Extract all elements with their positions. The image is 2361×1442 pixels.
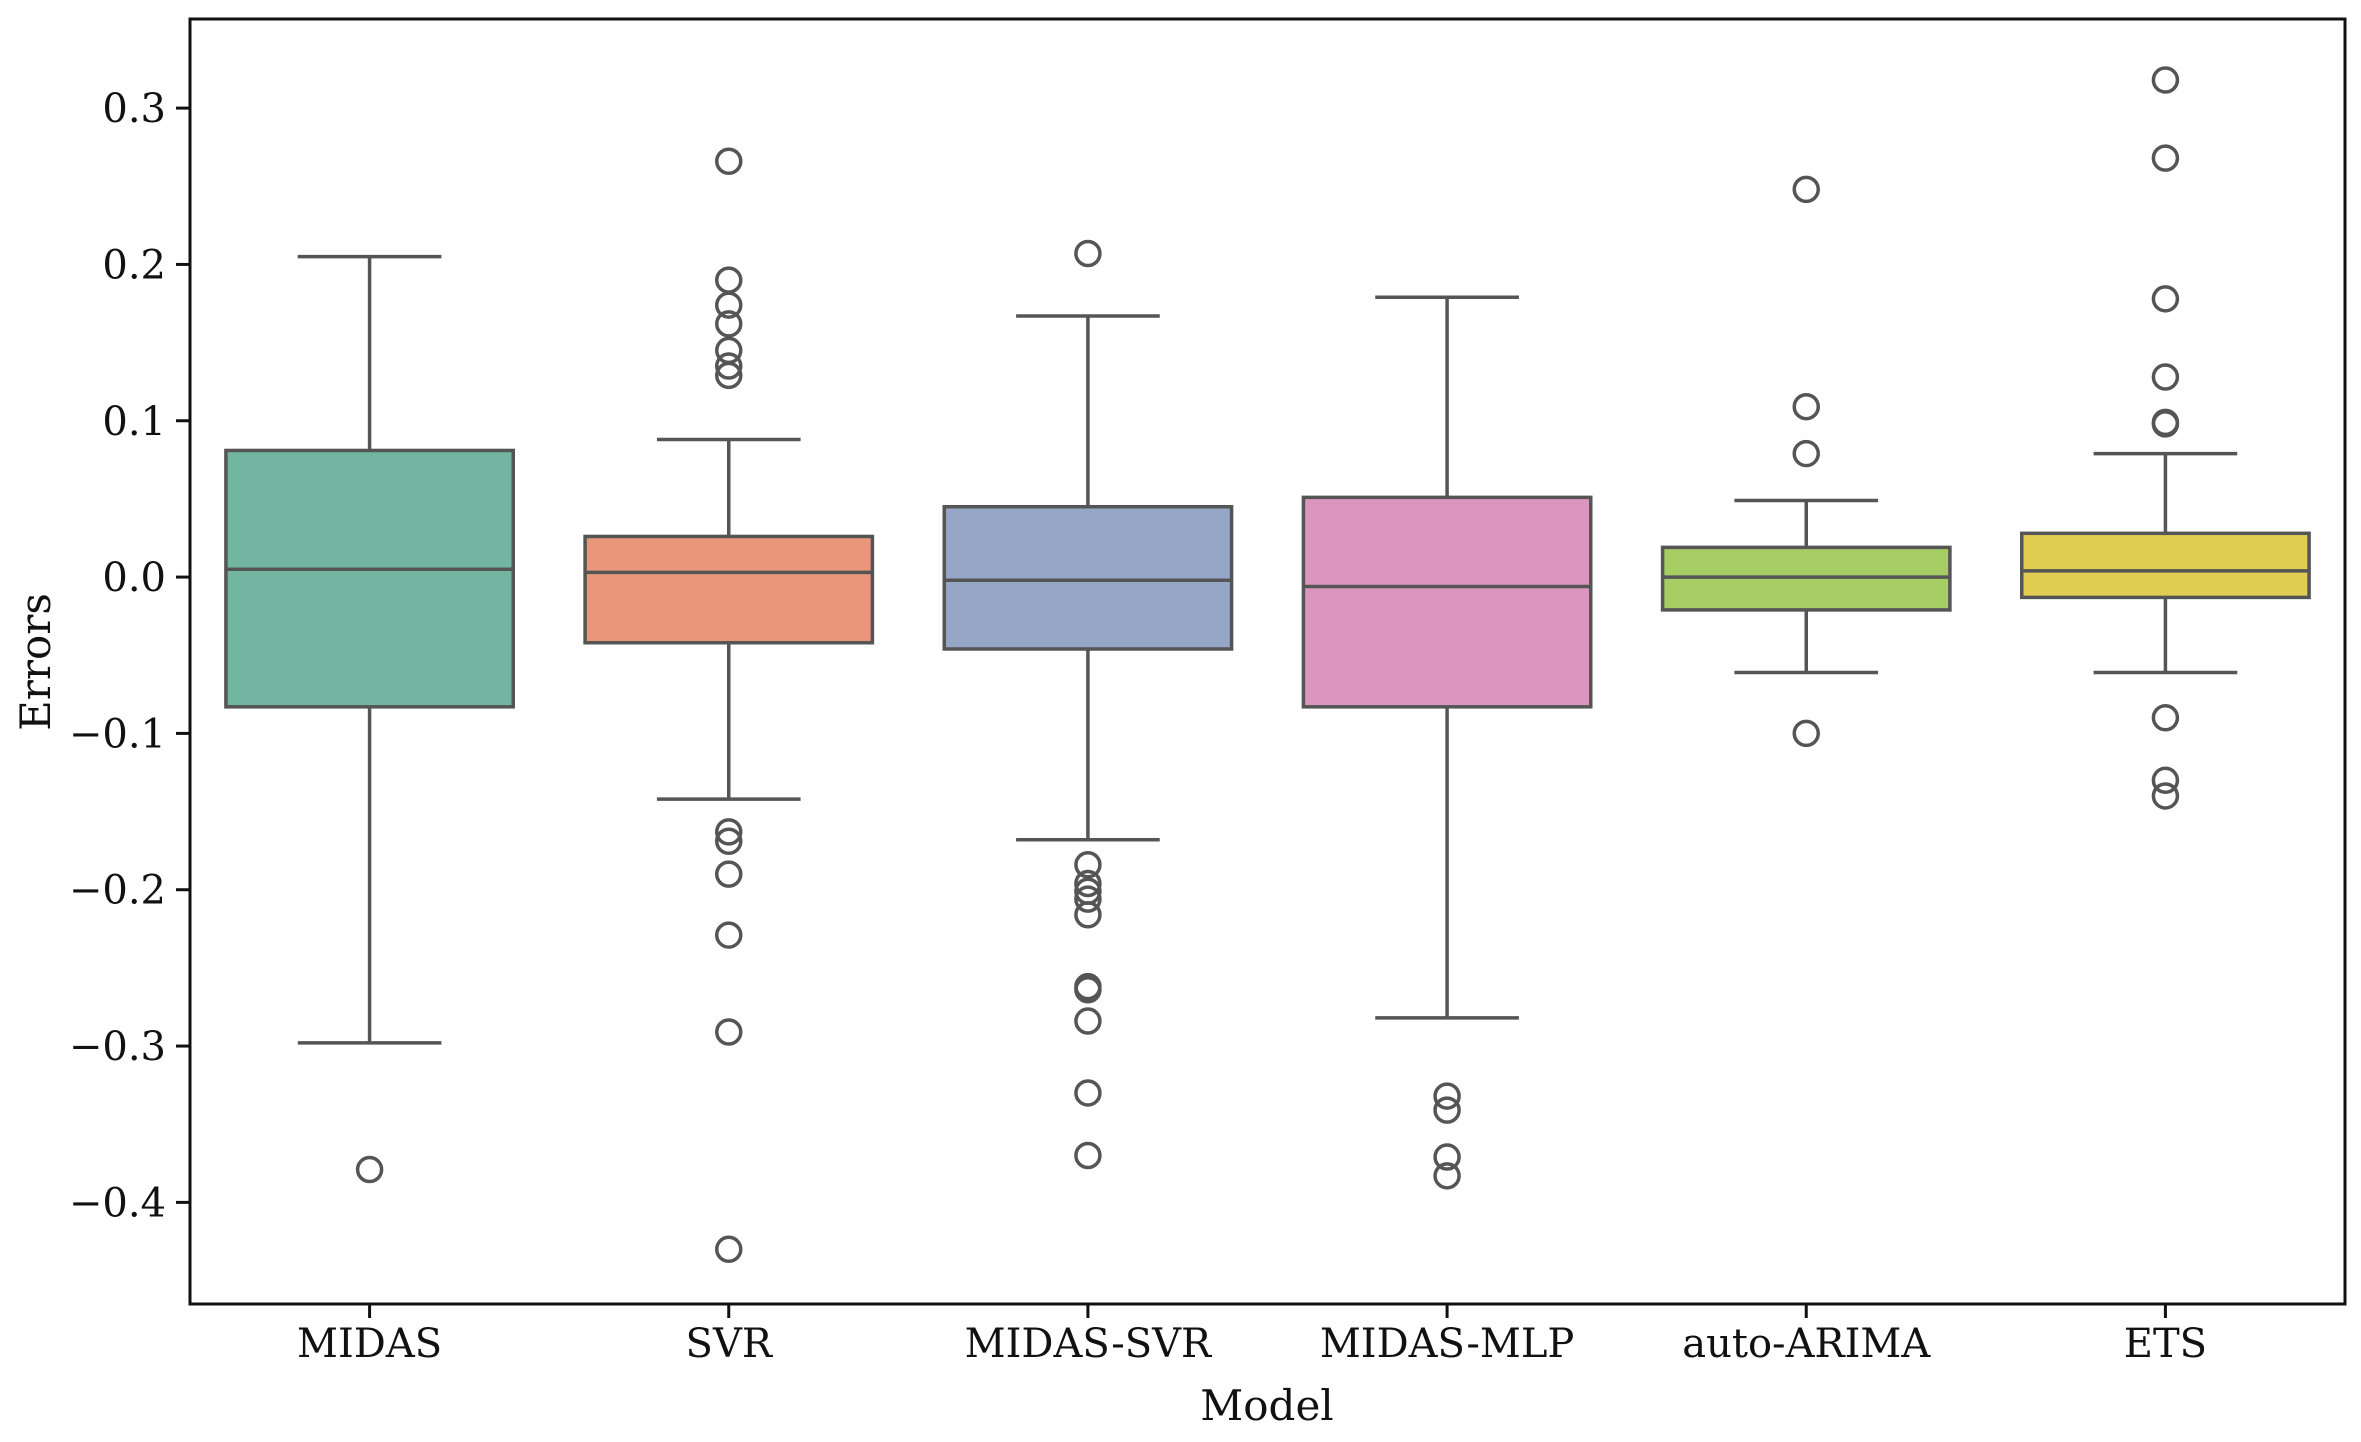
outlier-point <box>1792 439 1820 468</box>
box-group-midas <box>224 254 516 1184</box>
outlier-point <box>715 266 743 294</box>
x-tick-label-svr: SVR <box>686 1321 774 1367</box>
outlier-point <box>1433 1143 1461 1171</box>
y-tick-label: −0.1 <box>69 711 166 757</box>
outlier-point <box>715 921 743 949</box>
outlier-point <box>715 352 743 380</box>
outlier-point <box>1074 1079 1102 1107</box>
outlier-point <box>715 310 743 338</box>
outlier-point <box>1074 239 1102 268</box>
outlier-point <box>1433 1082 1461 1110</box>
plot-frame <box>188 17 2347 1306</box>
y-axis: 0.3 0.2 0.1 0.0 −0.1 −0.2 −0.3 −0.4 <box>69 86 190 1226</box>
outlier-point <box>1074 850 1102 879</box>
x-axis-title: Model <box>1200 1381 1333 1430</box>
outlier-point <box>1433 1162 1461 1190</box>
outlier-point <box>715 1235 743 1264</box>
outlier-point <box>1792 175 1820 204</box>
outlier-point <box>2151 144 2180 172</box>
outlier-point <box>2151 782 2180 810</box>
y-tick-label: 0.1 <box>102 399 166 445</box>
x-tick-label-midas: MIDAS <box>297 1321 442 1367</box>
outlier-point <box>715 361 743 390</box>
outlier-point <box>1074 869 1102 898</box>
box-midas-svr <box>942 504 1234 651</box>
outlier-point <box>2151 66 2180 94</box>
x-tick-label-ets: ETS <box>2124 1321 2207 1367</box>
box-midas <box>224 448 516 709</box>
outlier-point <box>715 291 743 319</box>
y-tick-label: 0.2 <box>102 242 166 288</box>
outlier-point <box>2151 363 2180 391</box>
outlier-point <box>1792 392 1820 421</box>
outlier-point <box>715 147 743 176</box>
y-tick-label: −0.2 <box>69 868 166 914</box>
box-group-midas-mlp <box>1301 295 1593 1190</box>
x-tick-label-midas-svr: MIDAS-SVR <box>965 1321 1213 1367</box>
outlier-point <box>1074 885 1102 913</box>
y-tick-label: 0.3 <box>102 86 166 132</box>
box-group-auto-arima <box>1660 175 1952 748</box>
outlier-point <box>715 827 743 856</box>
outlier-point <box>1074 1007 1102 1035</box>
outlier-point <box>1074 976 1102 1004</box>
outlier-point <box>715 818 743 846</box>
outlier-point <box>1074 900 1102 929</box>
x-axis: MIDAS SVR MIDAS-SVR MIDAS-MLP auto-ARIMA ETS <box>297 1304 2207 1367</box>
y-axis-title: Errors <box>11 593 60 731</box>
outlier-point <box>1433 1096 1461 1124</box>
box-group-svr <box>583 147 875 1264</box>
y-tick-label: −0.4 <box>69 1180 166 1226</box>
outlier-point <box>1792 719 1820 748</box>
box-svr <box>583 534 875 645</box>
outlier-point <box>2151 766 2180 795</box>
outlier-point <box>355 1155 384 1184</box>
outlier-point <box>715 860 743 888</box>
chart-marks <box>224 66 2311 1264</box>
x-tick-label-auto-arima: auto-ARIMA <box>1682 1321 1931 1367</box>
y-tick-label: −0.3 <box>69 1024 166 1070</box>
outlier-point <box>1074 1141 1102 1170</box>
box-midas-mlp <box>1301 495 1593 709</box>
box-group-ets <box>2020 66 2311 810</box>
box-ets <box>2020 531 2311 600</box>
outlier-point <box>2151 410 2180 438</box>
outlier-point <box>2151 285 2180 313</box>
outlier-point <box>2151 704 2180 732</box>
box-group-midas-svr <box>942 239 1234 1170</box>
x-tick-label-midas-mlp: MIDAS-MLP <box>1320 1321 1575 1367</box>
y-tick-label: 0.0 <box>102 555 166 601</box>
outlier-point <box>715 1018 743 1046</box>
